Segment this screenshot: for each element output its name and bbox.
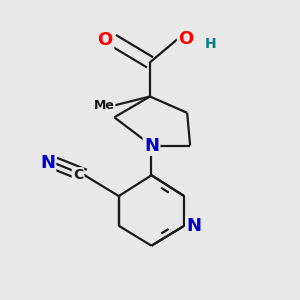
Text: H: H bbox=[205, 38, 217, 52]
Text: N: N bbox=[144, 136, 159, 154]
Text: O: O bbox=[98, 31, 113, 49]
Text: Me: Me bbox=[94, 99, 114, 112]
Text: O: O bbox=[178, 29, 194, 47]
Text: N: N bbox=[40, 154, 55, 172]
Text: N: N bbox=[187, 217, 202, 235]
Text: C: C bbox=[73, 168, 83, 182]
